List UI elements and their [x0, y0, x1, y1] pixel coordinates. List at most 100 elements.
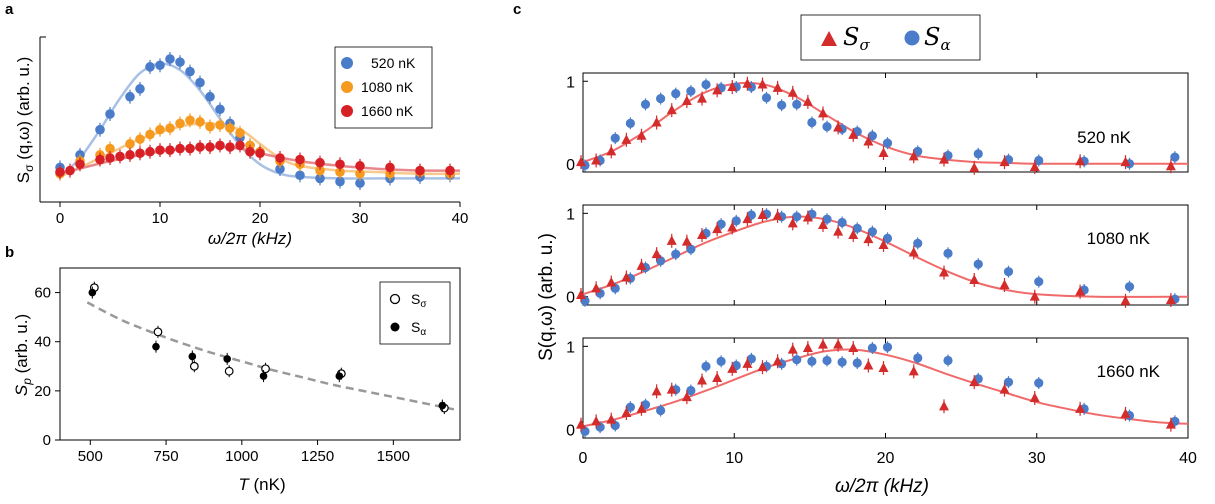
panel-c-x-tick-label: 30 — [1028, 450, 1046, 467]
panel-c-data-point-alpha — [1003, 267, 1014, 277]
panel-c-data-point-sigma — [787, 344, 798, 354]
panel-b-y-tick-label: 20 — [34, 383, 51, 400]
panel-c-data-point-sigma — [697, 375, 707, 385]
panel-c-data-point-sigma — [576, 419, 586, 429]
panel-c-data-point-sigma — [848, 229, 859, 239]
panel-c-data-point-alpha — [761, 93, 772, 103]
panel-letter-c: c — [513, 1, 521, 18]
panel-c-data-point-sigma — [939, 400, 949, 411]
panel-a-x-tick-label: 30 — [352, 210, 369, 227]
panel-c-data-point-sigma — [621, 407, 632, 417]
panel-a-data-point — [95, 154, 105, 165]
legend-marker-1660 — [341, 105, 353, 117]
panel-a-data-point — [185, 115, 195, 126]
panel-c-data-point-sigma — [666, 104, 677, 115]
panel-a-data-point — [215, 104, 225, 115]
panel-c-y-tick-label: 1 — [566, 74, 575, 91]
panel-c-data-point-sigma — [1120, 295, 1131, 305]
panel-c-data-point-alpha — [822, 214, 832, 224]
panel-c-data-point-sigma — [878, 362, 889, 372]
panel-a-data-point — [195, 142, 205, 152]
panel-c-data-point-sigma — [787, 217, 798, 228]
panel-a-data-point — [255, 148, 265, 159]
panel-c-x-label: ω/2π (kHz) — [835, 476, 929, 497]
panel-c-data-point-alpha — [1034, 277, 1044, 287]
panel-c-data-point-sigma — [1165, 160, 1176, 171]
panel-c-data-point-sigma — [863, 360, 874, 370]
panel-a-data-point — [335, 167, 345, 177]
panel-a-chart: 0 10 20 30 40 Sσ (q,ω) (arb. u.) ω/2π (kHz) … — [14, 36, 468, 248]
panel-c-subplot-520: 01 — [566, 72, 1189, 175]
panel-a-data-point — [55, 167, 65, 177]
panel-c-y-label: S(q,ω) (arb. u.) — [536, 233, 557, 361]
panel-c-data-point-sigma — [818, 107, 828, 118]
legend-marker-s-sigma — [389, 293, 401, 305]
panel-c-data-point-sigma — [712, 223, 723, 234]
panel-a-x-tick-label: 0 — [56, 210, 64, 227]
panel-c-data-point-sigma — [833, 121, 844, 132]
panel-b-x-tick-label: 1500 — [377, 448, 410, 465]
panel-b-data-point-filled — [259, 372, 268, 380]
panel-b-ticks: 500 750 1000 1250 1500 0 20 40 60 — [34, 285, 410, 465]
panel-c-data-point-alpha — [625, 402, 635, 412]
panel-c-data-point-sigma — [999, 384, 1010, 394]
panel-c-data-point-sigma — [651, 248, 662, 259]
panel-b-x-tick-label: 1250 — [301, 448, 334, 465]
panel-c-data-point-alpha — [973, 149, 983, 159]
panel-c-data-point-alpha — [671, 249, 681, 259]
panel-c-data-point-sigma — [1075, 286, 1086, 296]
panel-a-data-point — [145, 62, 155, 72]
legend-marker-520 — [341, 57, 353, 69]
panel-a-data-point — [135, 134, 145, 144]
panel-c-data-point-alpha — [943, 355, 953, 366]
panel-c-data-point-alpha — [686, 385, 696, 396]
panel-c-data-point-sigma — [1075, 155, 1086, 166]
panel-letter-a: a — [5, 1, 14, 18]
legend-label-1660: 1660 nK — [361, 103, 414, 119]
panel-c-data-point-alpha — [1170, 152, 1180, 162]
panel-c-data-point-sigma — [636, 260, 647, 270]
panel-b-data-point-filled — [152, 342, 160, 351]
panel-c-data-point-sigma — [1029, 161, 1040, 172]
panel-c-data-point-sigma — [757, 361, 768, 372]
panel-c-data-point-alpha — [882, 233, 893, 243]
panel-a-data-point — [245, 146, 255, 157]
panel-c-x-ticks: 0 10 20 30 40 — [579, 450, 1197, 467]
panel-a-data-point — [105, 153, 115, 163]
panel-a-data-point — [105, 109, 115, 119]
panel-b-data-point-filled — [188, 352, 197, 361]
panel-c-data-point-alpha — [701, 361, 711, 371]
panel-c-y-tick-label: 0 — [566, 157, 575, 174]
panel-c-data-point-sigma — [833, 339, 844, 349]
panel-c-data-point-alpha — [777, 100, 787, 110]
panel-c-data-point-sigma — [833, 226, 844, 236]
panel-c-y-tick-label: 0 — [566, 423, 575, 440]
panel-c-data-point-sigma — [636, 403, 647, 413]
legend-label-s-alpha: Sα — [411, 319, 426, 338]
legend-label-520: 520 nK — [371, 55, 416, 71]
panel-c-data-point-sigma — [606, 145, 617, 156]
panel-c-chart: Sσ Sα 01 01 01 0 10 20 30 40 520 nK 1080 nK … — [536, 14, 1197, 497]
panel-c-data-point-sigma — [863, 233, 874, 244]
panel-c-data-point-alpha — [610, 133, 620, 143]
panel-c-data-point-sigma — [939, 154, 949, 164]
panel-c-data-point-sigma — [1165, 294, 1176, 304]
panel-c-data-point-sigma — [878, 147, 889, 158]
panel-c-data-point-alpha — [792, 212, 802, 222]
panel-c-data-point-sigma — [908, 365, 919, 376]
panel-a-data-point — [315, 173, 325, 184]
panel-c-data-point-sigma — [666, 235, 677, 245]
panel-a-data-point — [195, 77, 205, 88]
panel-a-data-point — [275, 153, 285, 163]
panel-a-data-point — [195, 117, 205, 127]
panel-c-data-point-sigma — [576, 156, 586, 167]
panel-c-data-point-sigma — [1029, 392, 1040, 402]
panel-b-y-label: Sp (arb. u.) — [12, 314, 34, 396]
panel-a-data-point — [185, 66, 195, 77]
legend-label-s-alpha-c: Sα — [924, 23, 951, 54]
legend-label-1080: 1080 nK — [361, 79, 414, 95]
panel-c-x-tick-label: 40 — [1179, 450, 1197, 467]
panel-c-data-point-alpha — [580, 426, 590, 436]
panel-b-data-point-open — [224, 366, 234, 376]
panel-c-data-point-sigma — [818, 339, 828, 349]
